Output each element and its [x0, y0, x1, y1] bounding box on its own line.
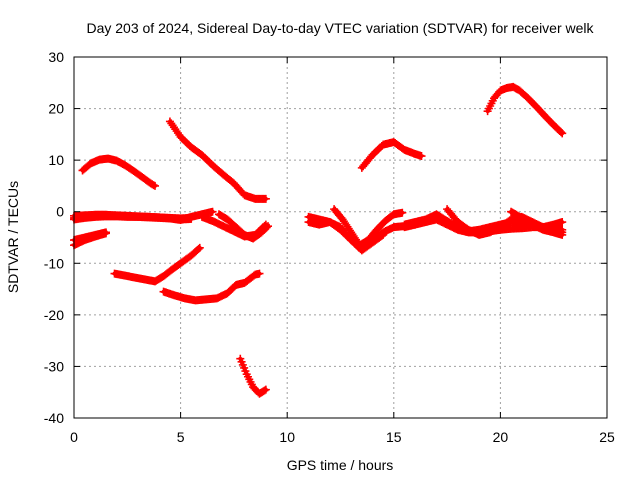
series-arc-6: [78, 154, 160, 190]
y-tick-label: 30: [48, 49, 64, 65]
data-point: [149, 181, 158, 190]
data-point: [255, 269, 264, 278]
x-tick-label: 20: [493, 429, 509, 445]
data-point: [261, 194, 270, 203]
y-tick-label: 0: [56, 204, 64, 220]
plot-frame: [73, 56, 608, 419]
y-tick-label: -10: [44, 255, 64, 271]
data-point: [377, 231, 386, 240]
data-point: [262, 223, 271, 232]
series-arc-7: [165, 117, 270, 203]
x-tick-label: 15: [386, 429, 402, 445]
data-layer: [70, 82, 567, 398]
data-point: [379, 230, 388, 239]
data-point: [264, 222, 273, 231]
chart-title: Day 203 of 2024, Sidereal Day-to-day VTE…: [86, 20, 594, 36]
y-tick-label: -40: [44, 410, 64, 426]
series-arc-8: [110, 243, 204, 286]
data-point: [398, 208, 407, 217]
y-tick-label: 20: [48, 101, 64, 117]
y-axis-label: SDTVAR / TECUs: [5, 181, 21, 293]
data-point: [261, 385, 270, 394]
data-point: [417, 152, 426, 161]
x-tick-label: 5: [177, 429, 185, 445]
data-point: [151, 181, 160, 190]
data-point: [558, 230, 567, 239]
data-point: [194, 244, 203, 253]
data-point: [195, 243, 204, 252]
x-tick-label: 0: [70, 429, 78, 445]
y-tick-label: -30: [44, 358, 64, 374]
series-arc-9: [159, 269, 264, 305]
x-tick-label: 25: [599, 429, 615, 445]
data-point: [558, 129, 567, 138]
series-arc-20: [507, 207, 567, 239]
series-arc-3: [70, 207, 217, 224]
data-point: [557, 128, 566, 137]
y-tick-label: 10: [48, 152, 64, 168]
tick-layer: 0 5 10 15 20 25 -40 -30 -20 -10 0 10 20 30: [44, 49, 615, 445]
x-axis-label: GPS time / hours: [287, 457, 394, 473]
data-point: [208, 207, 217, 216]
data-point: [558, 218, 567, 227]
data-point: [260, 386, 269, 395]
series-arc-16: [357, 138, 426, 172]
series-arc-5: [70, 228, 110, 245]
series-arc-15: [304, 212, 388, 255]
data-point: [101, 228, 110, 237]
series-arc-11: [214, 210, 273, 243]
x-tick-label: 10: [279, 429, 295, 445]
y-tick-label: -20: [44, 307, 64, 323]
series-arc-12: [236, 354, 270, 398]
series-arc-21: [483, 82, 567, 138]
